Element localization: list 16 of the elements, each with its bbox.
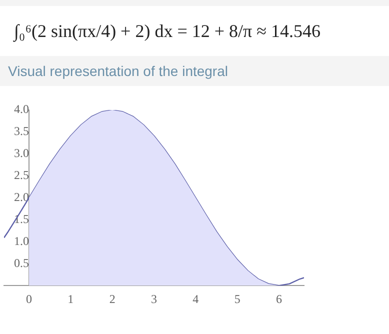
chart-subtitle: Visual representation of the integral (0, 56, 389, 86)
x-tick-label: 1 (68, 292, 74, 306)
x-tick-label: 3 (151, 292, 157, 306)
y-tick-label: 2.5 (14, 168, 29, 182)
y-tick-label: 3.0 (14, 146, 29, 160)
y-tick-label: 0.5 (14, 256, 29, 270)
y-tick-label: 3.5 (14, 124, 29, 138)
x-tick-label: 2 (109, 292, 116, 306)
chart-title: ∫₀⁶(2 sin(πx/4) + 2) dx = 12 + 8/π ≈ 14.546 (12, 20, 322, 44)
x-tick-label: 6 (276, 292, 282, 306)
x-tick-label: 0 (26, 292, 32, 306)
y-tick-label: 1.0 (14, 234, 29, 248)
y-tick-label: 2.0 (14, 190, 29, 204)
x-tick-label: 5 (234, 292, 240, 306)
y-tick-label: 4.0 (14, 102, 29, 116)
x-tick-label: 4 (192, 292, 199, 306)
